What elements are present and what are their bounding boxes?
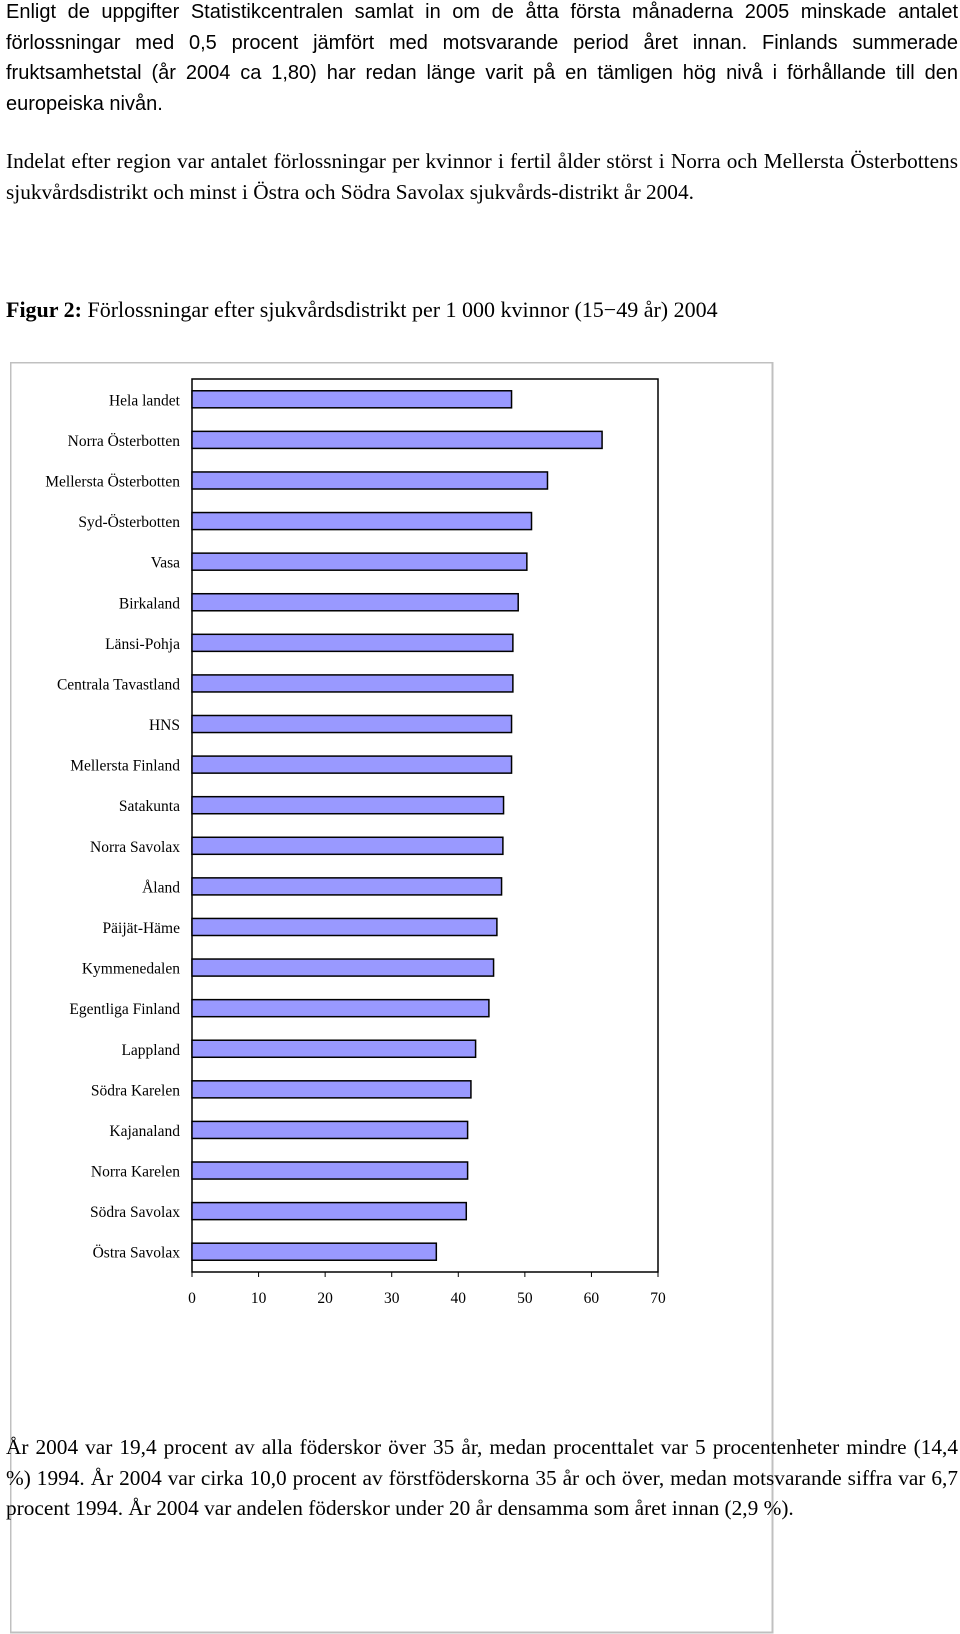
bar-12 bbox=[191, 836, 504, 856]
category-label: Södra Savolax bbox=[90, 1204, 180, 1221]
x-tick-label: 40 bbox=[451, 1290, 467, 1307]
x-tick-label: 50 bbox=[517, 1290, 533, 1307]
figure-caption: Figur 2: Förlossningar efter sjukvårdsdi… bbox=[6, 294, 718, 326]
category-label: Norra Karelen bbox=[91, 1164, 180, 1181]
bar-15 bbox=[191, 958, 495, 977]
bar-16 bbox=[191, 998, 490, 1018]
bar-4 bbox=[191, 511, 533, 531]
bar-5 bbox=[191, 552, 528, 571]
bar-22 bbox=[191, 1242, 438, 1261]
category-label: Åland bbox=[142, 879, 180, 896]
x-tick-label: 10 bbox=[251, 1290, 267, 1307]
category-label: HNS bbox=[149, 717, 180, 734]
category-label: Mellersta Österbotten bbox=[45, 473, 180, 490]
bar-18 bbox=[191, 1080, 472, 1099]
category-label: Länsi-Pohja bbox=[105, 636, 180, 653]
category-label: Kajanaland bbox=[109, 1123, 180, 1140]
bar-19 bbox=[191, 1120, 469, 1140]
bar-6 bbox=[191, 592, 519, 612]
age-paragraph: År 2004 var 19,4 procent av alla födersk… bbox=[6, 1435, 958, 1520]
category-label: Birkaland bbox=[119, 595, 180, 612]
category-label: Östra Savolax bbox=[93, 1245, 181, 1262]
region-paragraph: Indelat efter region var antalet förloss… bbox=[6, 149, 958, 204]
category-label: Kymmenedalen bbox=[82, 961, 180, 978]
bar-17 bbox=[191, 1039, 477, 1059]
bar-9 bbox=[191, 714, 513, 734]
figure-title: Förlossningar efter sjukvårdsdistrikt pe… bbox=[87, 297, 718, 322]
category-label: Norra Österbotten bbox=[68, 433, 181, 450]
bar-11 bbox=[191, 795, 505, 815]
x-tick-label: 0 bbox=[188, 1290, 196, 1307]
bar-20 bbox=[191, 1161, 469, 1180]
figure-label: Figur 2: bbox=[6, 297, 82, 322]
bar-3 bbox=[191, 471, 549, 490]
bar-21 bbox=[191, 1201, 468, 1221]
bar-chart: Hela landet Norra Österbotten Mellersta Ös… bbox=[10, 362, 774, 1634]
bar-7 bbox=[191, 633, 514, 653]
x-tick-label: 70 bbox=[650, 1290, 666, 1307]
category-label: Lappland bbox=[121, 1042, 180, 1059]
category-label: Päijät-Häme bbox=[103, 920, 181, 937]
x-tick-label: 30 bbox=[384, 1290, 400, 1307]
category-label: Hela landet bbox=[109, 392, 181, 409]
category-label: Mellersta Finland bbox=[70, 758, 180, 775]
x-tick-label: 20 bbox=[317, 1290, 333, 1307]
x-tick-label: 60 bbox=[584, 1290, 600, 1307]
category-label: Satakunta bbox=[119, 798, 180, 815]
category-label: Norra Savolax bbox=[90, 839, 180, 856]
category-label: Egentliga Finland bbox=[69, 1001, 180, 1018]
bar-2 bbox=[191, 430, 603, 450]
bar-1 bbox=[191, 390, 513, 409]
category-label: Centrala Tavastland bbox=[57, 676, 180, 693]
category-label: Södra Karelen bbox=[91, 1082, 180, 1099]
bar-14 bbox=[191, 917, 498, 937]
bar-8 bbox=[191, 674, 514, 693]
bar-10 bbox=[191, 755, 513, 774]
bar-13 bbox=[191, 877, 503, 896]
category-label: Syd-Österbotten bbox=[78, 514, 180, 531]
category-label: Vasa bbox=[151, 555, 180, 572]
intro-paragraph: Enligt de uppgifter Statistikcentralen s… bbox=[6, 1, 958, 115]
